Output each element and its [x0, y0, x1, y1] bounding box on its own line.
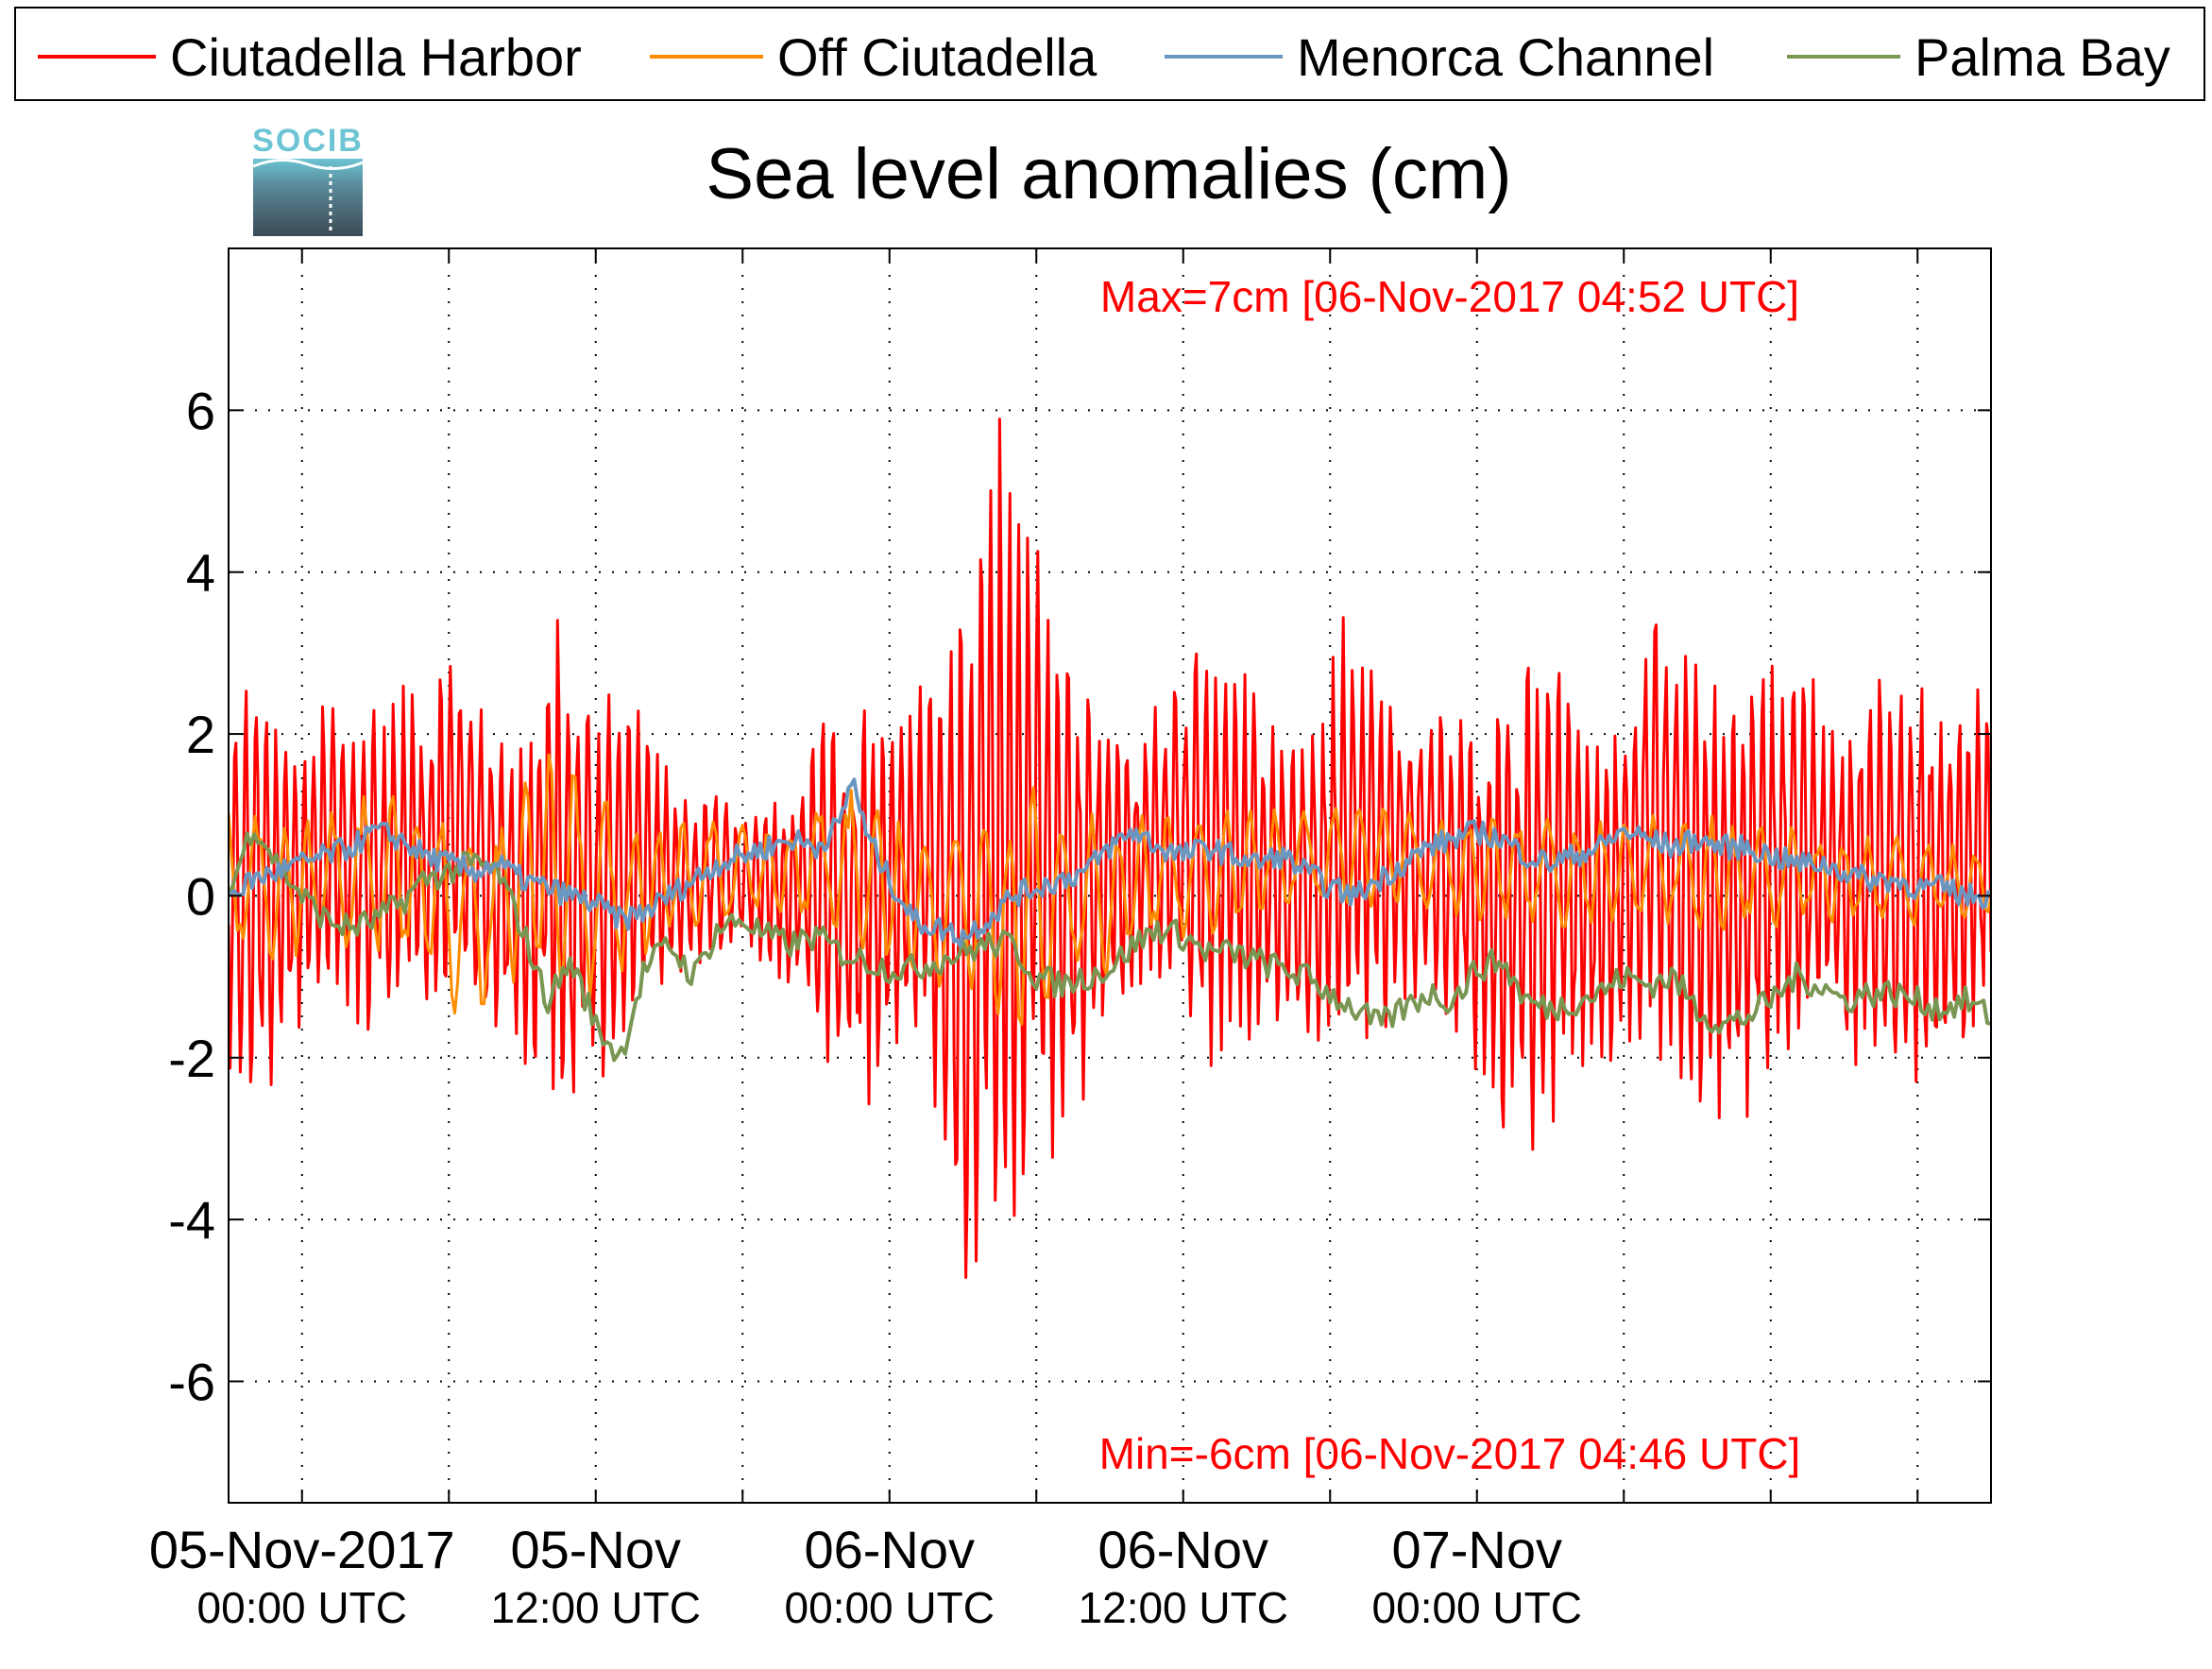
xtick-date-label: 05-Nov-2017: [149, 1520, 455, 1579]
xtick-date-label: 07-Nov: [1391, 1520, 1562, 1579]
ytick-label: 2: [186, 705, 215, 764]
xtick-time-label: 00:00 UTC: [197, 1583, 407, 1632]
plot-border: [228, 247, 1992, 1504]
legend-item-menorca-channel: Menorca Channel: [1165, 27, 1714, 87]
series-layer: [229, 417, 1991, 1279]
xtick-date-label: 06-Nov: [804, 1520, 975, 1579]
y-axis-labels: 6 4 2 0 -2 -4 -6: [168, 381, 215, 1411]
legend-label-palma-bay: Palma Bay: [1914, 27, 2170, 87]
legend-box: [14, 7, 2205, 101]
legend: Ciutadella Harbor Off Ciutadella Menorca…: [14, 7, 2205, 101]
xtick-time-label: 00:00 UTC: [785, 1583, 995, 1632]
ytick-label: -6: [168, 1352, 215, 1411]
xtick-time-label: 00:00 UTC: [1372, 1583, 1582, 1632]
ytick-label: 6: [186, 381, 215, 440]
logo-block: [253, 159, 363, 236]
legend-item-palma-bay: Palma Bay: [1787, 27, 2170, 87]
xtick-date-label: 05-Nov: [510, 1520, 681, 1579]
series-line-palma-bay: [229, 831, 1991, 1063]
ytick-label: -4: [168, 1190, 215, 1250]
series-line-menorca-channel: [229, 777, 1991, 948]
axis-ticks: [229, 248, 1991, 1503]
xtick-time-label: 12:00 UTC: [1079, 1583, 1288, 1632]
xtick-date-label: 06-Nov: [1097, 1520, 1268, 1579]
legend-item-ciutadella-harbor: Ciutadella Harbor: [38, 27, 582, 87]
socib-logo: SOCIB: [252, 123, 364, 236]
max-annotation: Max=7cm [06-Nov-2017 04:52 UTC]: [1100, 272, 1799, 321]
x-axis-labels: 05-Nov-2017 00:00 UTC 05-Nov 12:00 UTC 0…: [149, 1520, 1582, 1632]
logo-wave: [252, 159, 364, 170]
legend-item-off-ciutadella: Off Ciutadella: [650, 27, 1097, 87]
plot-area: [228, 247, 1992, 1504]
logo-text: SOCIB: [252, 123, 364, 159]
min-annotation: Min=-6cm [06-Nov-2017 04:46 UTC]: [1099, 1429, 1801, 1478]
series-line-off-ciutadella: [229, 753, 1991, 1026]
xtick-time-label: 12:00 UTC: [491, 1583, 701, 1632]
ytick-label: -2: [168, 1029, 215, 1088]
legend-label-menorca-channel: Menorca Channel: [1297, 27, 1714, 87]
ytick-label: 0: [186, 866, 215, 926]
legend-label-off-ciutadella: Off Ciutadella: [777, 27, 1097, 87]
chart-title: Sea level anomalies (cm): [706, 134, 1511, 214]
legend-label-ciutadella-harbor: Ciutadella Harbor: [170, 27, 582, 87]
ytick-label: 4: [186, 543, 215, 603]
